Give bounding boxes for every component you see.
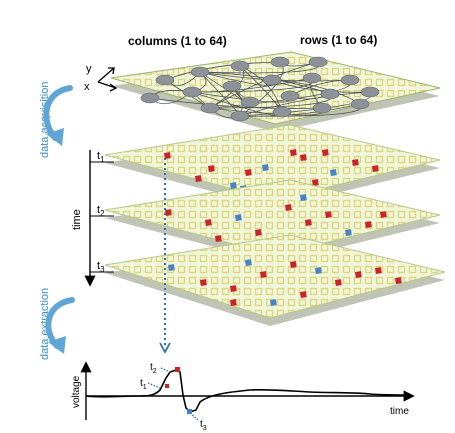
active-cell-blue <box>329 169 337 176</box>
active-cell-red <box>290 261 297 268</box>
neurite <box>164 61 281 81</box>
neuron-soma <box>140 92 160 104</box>
active-cell-blue <box>168 264 175 271</box>
active-cell-red <box>375 267 382 274</box>
t1-label: t1 <box>97 150 105 164</box>
active-cell-red <box>215 235 222 242</box>
voltage-label: voltage <box>71 375 82 408</box>
trace-t2-label: t2 <box>150 362 157 375</box>
active-cell-red <box>365 221 372 228</box>
active-cell-red <box>355 271 362 278</box>
trace-t1-label: t1 <box>140 378 147 391</box>
neuron-soma <box>190 66 210 78</box>
neuron-soma <box>272 106 292 118</box>
neuron-soma <box>302 72 322 84</box>
neuron-soma <box>308 56 328 68</box>
active-cell-blue <box>244 259 252 266</box>
active-cell-red <box>352 159 359 166</box>
active-cell-red <box>312 179 319 186</box>
extraction-arrowhead <box>159 342 171 354</box>
neuron-soma <box>222 80 242 92</box>
extraction-curved-arrow-icon <box>45 297 75 354</box>
data-extraction-label: data extraction <box>39 288 51 360</box>
neuron-soma <box>280 90 300 102</box>
marker-red-small <box>165 384 169 388</box>
active-cell-red <box>208 165 215 172</box>
electrode-layer-t2 <box>104 179 441 263</box>
neuron-network <box>140 56 380 122</box>
active-cell-red <box>200 279 207 286</box>
active-cells-t3 <box>168 259 402 306</box>
neuron-soma <box>350 98 370 110</box>
columns-label: columns (1 to 64) <box>128 34 227 48</box>
active-cell-red <box>164 152 171 159</box>
voltage-trace-panel: voltage time t1 t2 t3 <box>71 361 415 432</box>
neuron-soma <box>155 74 175 86</box>
active-cell-red <box>325 211 332 218</box>
active-cell-red <box>304 219 312 226</box>
neuron-soma <box>230 60 250 72</box>
voltage-trace-line <box>85 369 411 413</box>
active-cells-t2 <box>165 194 387 244</box>
neuron-soma <box>312 102 332 114</box>
neuron-soma <box>320 88 340 100</box>
active-cell-red <box>245 169 252 176</box>
active-cell-red <box>165 209 172 216</box>
marker-red <box>175 367 180 372</box>
t2-label: t2 <box>97 204 105 218</box>
active-cell-red <box>395 277 402 284</box>
active-cell-red <box>230 285 237 292</box>
neuron-soma <box>200 102 220 114</box>
neuron-soma <box>340 74 360 86</box>
active-cell-red <box>322 149 329 156</box>
tissue-layer <box>110 51 441 132</box>
active-cell-red <box>290 149 297 156</box>
active-cell-blue <box>262 164 269 171</box>
active-cell-blue <box>270 299 277 306</box>
active-cell-red <box>230 299 237 306</box>
y-axis-label: y <box>86 63 92 75</box>
neuron-soma <box>240 96 260 108</box>
active-cell-blue <box>345 229 352 236</box>
x-axis-arrow <box>97 81 117 89</box>
y-axis-arrow <box>97 67 115 83</box>
active-cell-red <box>205 219 212 226</box>
active-cell-red <box>371 165 379 172</box>
electrode-layer-t3 <box>104 234 446 326</box>
time-axis: time t1 t2 t3 <box>71 150 114 287</box>
active-cell-red <box>260 271 267 278</box>
t3-label: t3 <box>97 260 105 274</box>
active-cell-red <box>285 204 292 211</box>
active-cell-red <box>379 211 387 218</box>
neuron-soma <box>360 86 380 98</box>
rows-label: rows (1 to 64) <box>300 33 377 47</box>
active-cell-red <box>300 291 307 298</box>
acquisition-curved-arrow-icon <box>43 85 73 146</box>
active-cell-red <box>195 175 202 182</box>
neurite <box>239 91 371 117</box>
x-axis-label: x <box>84 81 90 93</box>
trace-time-label: time <box>390 406 409 417</box>
active-cell-red <box>335 279 342 286</box>
neuron-soma <box>230 110 250 122</box>
neuron-soma <box>262 74 282 86</box>
xy-axes: y x <box>84 63 118 93</box>
trace-t3-label: t3 <box>200 419 207 432</box>
neuron-soma <box>182 86 202 98</box>
active-cell-red <box>255 229 262 236</box>
active-cell-blue <box>229 182 237 189</box>
time-axis-label: time <box>71 209 83 230</box>
active-cell-blue <box>300 194 307 201</box>
neuron-soma <box>270 56 290 68</box>
active-cell-blue <box>235 214 242 221</box>
marker-blue <box>187 409 192 414</box>
active-cell-blue <box>315 267 322 274</box>
active-cell-red <box>300 154 307 161</box>
